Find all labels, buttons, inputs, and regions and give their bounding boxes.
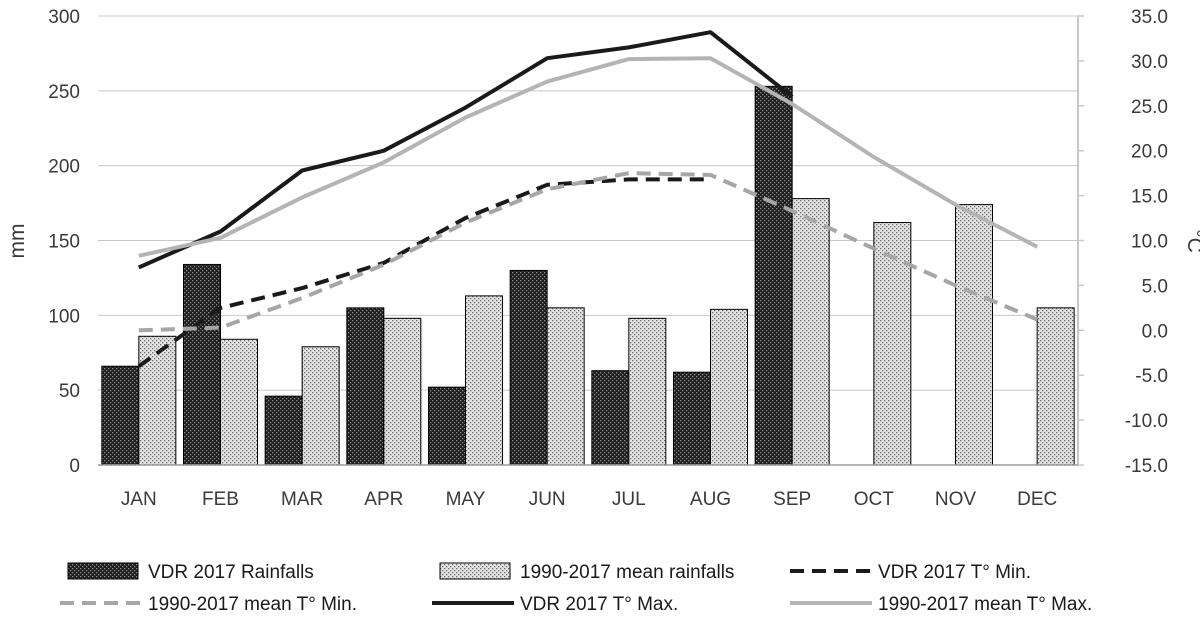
- legend-label: VDR 2017 T° Min.: [878, 562, 1031, 583]
- legend-label: VDR 2017 T° Max.: [520, 594, 678, 615]
- x-tick-label: SEP: [773, 489, 811, 510]
- y2-tick-label: 35.0: [1131, 7, 1168, 28]
- y2-tick-label: -15.0: [1125, 456, 1168, 477]
- x-tick-label: MAY: [446, 489, 486, 510]
- bar-vdr-2017-rainfall: [509, 269, 548, 466]
- bar-vdr-2017-rainfall: [264, 395, 303, 466]
- x-tick-label: APR: [364, 489, 403, 510]
- y-axis-title: mm: [6, 224, 29, 259]
- x-tick-label: FEB: [202, 489, 239, 510]
- bar-layer: [101, 85, 1075, 466]
- legend-item-vdr-tmax: VDR 2017 T° Max.: [432, 594, 678, 615]
- y-tick-label: 50: [59, 381, 80, 402]
- bar-vdr-2017-rainfall: [754, 85, 793, 466]
- bar-mean-rainfall: [220, 338, 258, 466]
- y2-tick-label: 20.0: [1131, 142, 1168, 163]
- bar-mean-rainfall: [628, 317, 667, 466]
- y2-tick-label: -5.0: [1135, 366, 1168, 387]
- line-vdr-2017-tmax: [137, 30, 794, 270]
- bar-mean-rainfall: [710, 308, 748, 466]
- legend-label: 1990-2017 mean T° Max.: [878, 594, 1092, 615]
- bar-vdr-2017-rainfall: [428, 386, 466, 466]
- y2-tick-label: 25.0: [1131, 97, 1168, 118]
- x-tick-label: NOV: [935, 489, 977, 510]
- y-tick-label: 0: [69, 456, 80, 477]
- gridlines: [98, 15, 1078, 466]
- y2-tick-label: 30.0: [1131, 52, 1168, 73]
- legend-label: 1990-2017 mean rainfalls: [520, 562, 734, 583]
- legend-item-vdr-tmin: VDR 2017 T° Min.: [790, 562, 1031, 583]
- bar-mean-rainfall: [465, 295, 503, 466]
- y-tick-label: 200: [48, 157, 80, 178]
- x-tick-label: JUL: [612, 489, 646, 510]
- line-mean-tmin: [138, 171, 1038, 333]
- legend-item-vdr-rainfall: VDR 2017 Rainfalls: [67, 562, 314, 583]
- bar-mean-rainfall: [138, 335, 177, 466]
- y-tick-label: 300: [48, 7, 80, 28]
- legend-item-mean-tmin: 1990-2017 mean T° Min.: [60, 594, 357, 615]
- y2-axis-title: °C: [1183, 229, 1200, 253]
- bar-mean-rainfall: [1036, 307, 1075, 466]
- axes: 0 50 100 150 200 250 300 -15.0 -10.0 -5.0 0.0 5.0 10…: [48, 7, 1168, 510]
- legend-label: VDR 2017 Rainfalls: [148, 562, 314, 583]
- legend-swatch: [439, 562, 511, 580]
- x-tick-label: JAN: [121, 489, 157, 510]
- y2-tick-label: 0.0: [1142, 321, 1168, 342]
- x-tick-label: OCT: [854, 489, 895, 510]
- bar-vdr-2017-rainfall: [101, 365, 140, 466]
- line-vdr-2017-tmin: [137, 177, 711, 368]
- y2-tick-label: 5.0: [1142, 276, 1168, 297]
- bar-vdr-2017-rainfall: [183, 263, 221, 466]
- y2-tick-label: -10.0: [1125, 411, 1168, 432]
- y-tick-label: 150: [48, 232, 80, 253]
- bar-mean-rainfall: [383, 317, 422, 466]
- y2-tick-label: 15.0: [1131, 187, 1168, 208]
- x-tick-label: DEC: [1017, 489, 1057, 510]
- bar-vdr-2017-rainfall: [673, 371, 711, 466]
- y-tick-label: 250: [48, 82, 80, 103]
- bar-mean-rainfall: [955, 204, 993, 466]
- line-mean-tmax: [138, 56, 1039, 258]
- bar-mean-rainfall: [546, 307, 585, 466]
- legend: VDR 2017 Rainfalls 1990-2017 mean rainfal…: [60, 562, 1092, 615]
- y2-tick-label: 10.0: [1131, 232, 1168, 253]
- legend-swatch: [67, 562, 139, 580]
- x-tick-label: MAR: [281, 489, 323, 510]
- legend-item-mean-tmax: 1990-2017 mean T° Max.: [790, 594, 1092, 615]
- bar-vdr-2017-rainfall: [591, 370, 630, 466]
- bar-mean-rainfall: [301, 346, 340, 466]
- bar-mean-rainfall: [791, 198, 830, 466]
- x-tick-label: AUG: [690, 489, 731, 510]
- line-layer: [137, 30, 1039, 368]
- x-tick-label: JUN: [529, 489, 566, 510]
- legend-label: 1990-2017 mean T° Min.: [148, 594, 357, 615]
- bar-vdr-2017-rainfall: [346, 307, 385, 466]
- y-tick-label: 100: [48, 306, 80, 327]
- legend-item-mean-rainfall: 1990-2017 mean rainfalls: [439, 562, 734, 583]
